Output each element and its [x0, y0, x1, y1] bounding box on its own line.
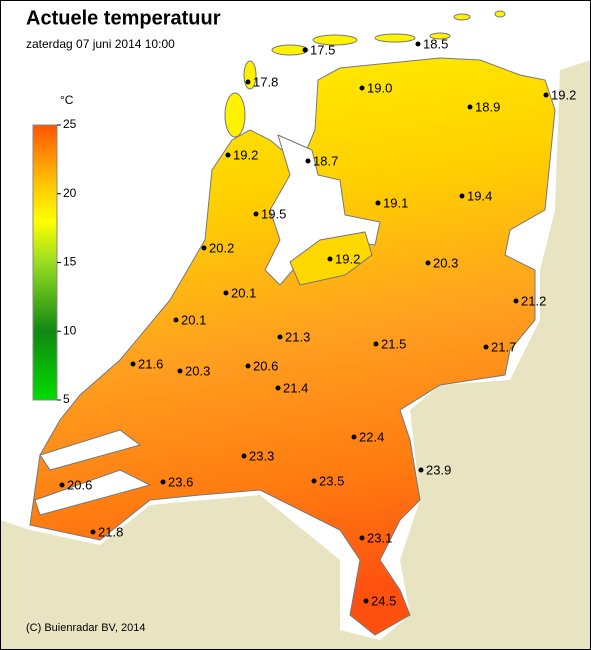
- station-dot: [59, 482, 65, 488]
- legend-unit: °C: [60, 93, 74, 107]
- station-temperature: 21.3: [285, 329, 310, 344]
- station-dot: [130, 361, 136, 367]
- station-temperature: 20.1: [231, 285, 256, 300]
- station-dot: [90, 529, 96, 535]
- colorbar-tick-label: 20: [63, 186, 77, 200]
- station-dot: [225, 152, 231, 158]
- station-temperature: 19.1: [383, 195, 408, 210]
- station-temperature: 21.7: [491, 339, 516, 354]
- station-dot: [275, 385, 281, 391]
- zeeland-waters: [34, 429, 152, 516]
- colorbar-tick-label: 10: [63, 323, 77, 337]
- station-temperature: 23.5: [319, 473, 344, 488]
- station-dot: [467, 104, 473, 110]
- subtitle: zaterdag 07 juni 2014 10:00: [26, 37, 175, 51]
- station-dot: [201, 245, 207, 251]
- station-dot: [173, 317, 179, 323]
- station-temperature: 20.2: [209, 240, 234, 255]
- station-temperature: 19.4: [467, 188, 492, 203]
- neighbour-land: [0, 60, 591, 650]
- station-dot: [363, 598, 369, 604]
- station-temperature: 20.6: [67, 477, 92, 492]
- station-dot: [373, 341, 379, 347]
- station-dot: [418, 467, 424, 473]
- station-temperature: 18.9: [475, 99, 500, 114]
- station-dot: [253, 211, 259, 217]
- station-temperature: 24.5: [371, 593, 396, 608]
- station-temperature: 23.3: [249, 448, 274, 463]
- colorbar-tick-label: 15: [63, 255, 77, 269]
- station-temperature: 21.8: [98, 524, 123, 539]
- station-dot: [241, 453, 247, 459]
- station-temperature: 18.7: [313, 153, 338, 168]
- station-temperature: 19.2: [551, 87, 576, 102]
- station-temperature: 21.5: [381, 336, 406, 351]
- station-temperature: 20.3: [433, 255, 458, 270]
- station-dot: [483, 344, 489, 350]
- station-temperature: 19.2: [233, 147, 258, 162]
- station-temperature: 17.5: [310, 42, 335, 57]
- station-dot: [425, 260, 431, 266]
- station-temperature: 19.0: [367, 80, 392, 95]
- station-temperature: 23.6: [168, 474, 193, 489]
- station-dot: [375, 200, 381, 206]
- station-temperature: 21.6: [138, 356, 163, 371]
- station-dot: [160, 479, 166, 485]
- title: Actuele temperatuur: [26, 7, 221, 29]
- station-temperature: 23.1: [367, 530, 392, 545]
- station-dot: [327, 256, 333, 262]
- station-dot: [359, 85, 365, 91]
- station-temperature: 18.5: [423, 36, 448, 51]
- station-dot: [311, 478, 317, 484]
- colorbar-tick-label: 25: [63, 117, 77, 131]
- station-temperature: 17.8: [253, 74, 278, 89]
- station-dot: [351, 434, 357, 440]
- station-dot: [543, 92, 549, 98]
- copyright: (C) Buienradar BV, 2014: [26, 622, 145, 634]
- station-dot: [359, 535, 365, 541]
- station-dot: [223, 290, 229, 296]
- station-temperature: 20.3: [185, 363, 210, 378]
- station-dot: [302, 47, 308, 53]
- station-temperature: 20.6: [253, 358, 278, 373]
- netherlands: [29, 57, 556, 636]
- colorbar: [32, 124, 58, 401]
- station-dot: [277, 334, 283, 340]
- station-temperature: 19.2: [335, 251, 360, 266]
- station-temperature: 22.4: [359, 429, 384, 444]
- station-dot: [245, 363, 251, 369]
- station-temperature: 23.9: [426, 462, 451, 477]
- station-temperature: 19.5: [261, 206, 286, 221]
- station-temperature: 21.2: [521, 293, 546, 308]
- station-dot: [513, 298, 519, 304]
- station-dot: [459, 193, 465, 199]
- station-dot: [177, 368, 183, 374]
- colorbar-tick-label: 5: [63, 392, 70, 406]
- station-temperature: 20.1: [181, 312, 206, 327]
- station-dot: [245, 79, 251, 85]
- station-temperature: 21.4: [283, 380, 308, 395]
- station-dot: [415, 41, 421, 47]
- station-dot: [305, 158, 311, 164]
